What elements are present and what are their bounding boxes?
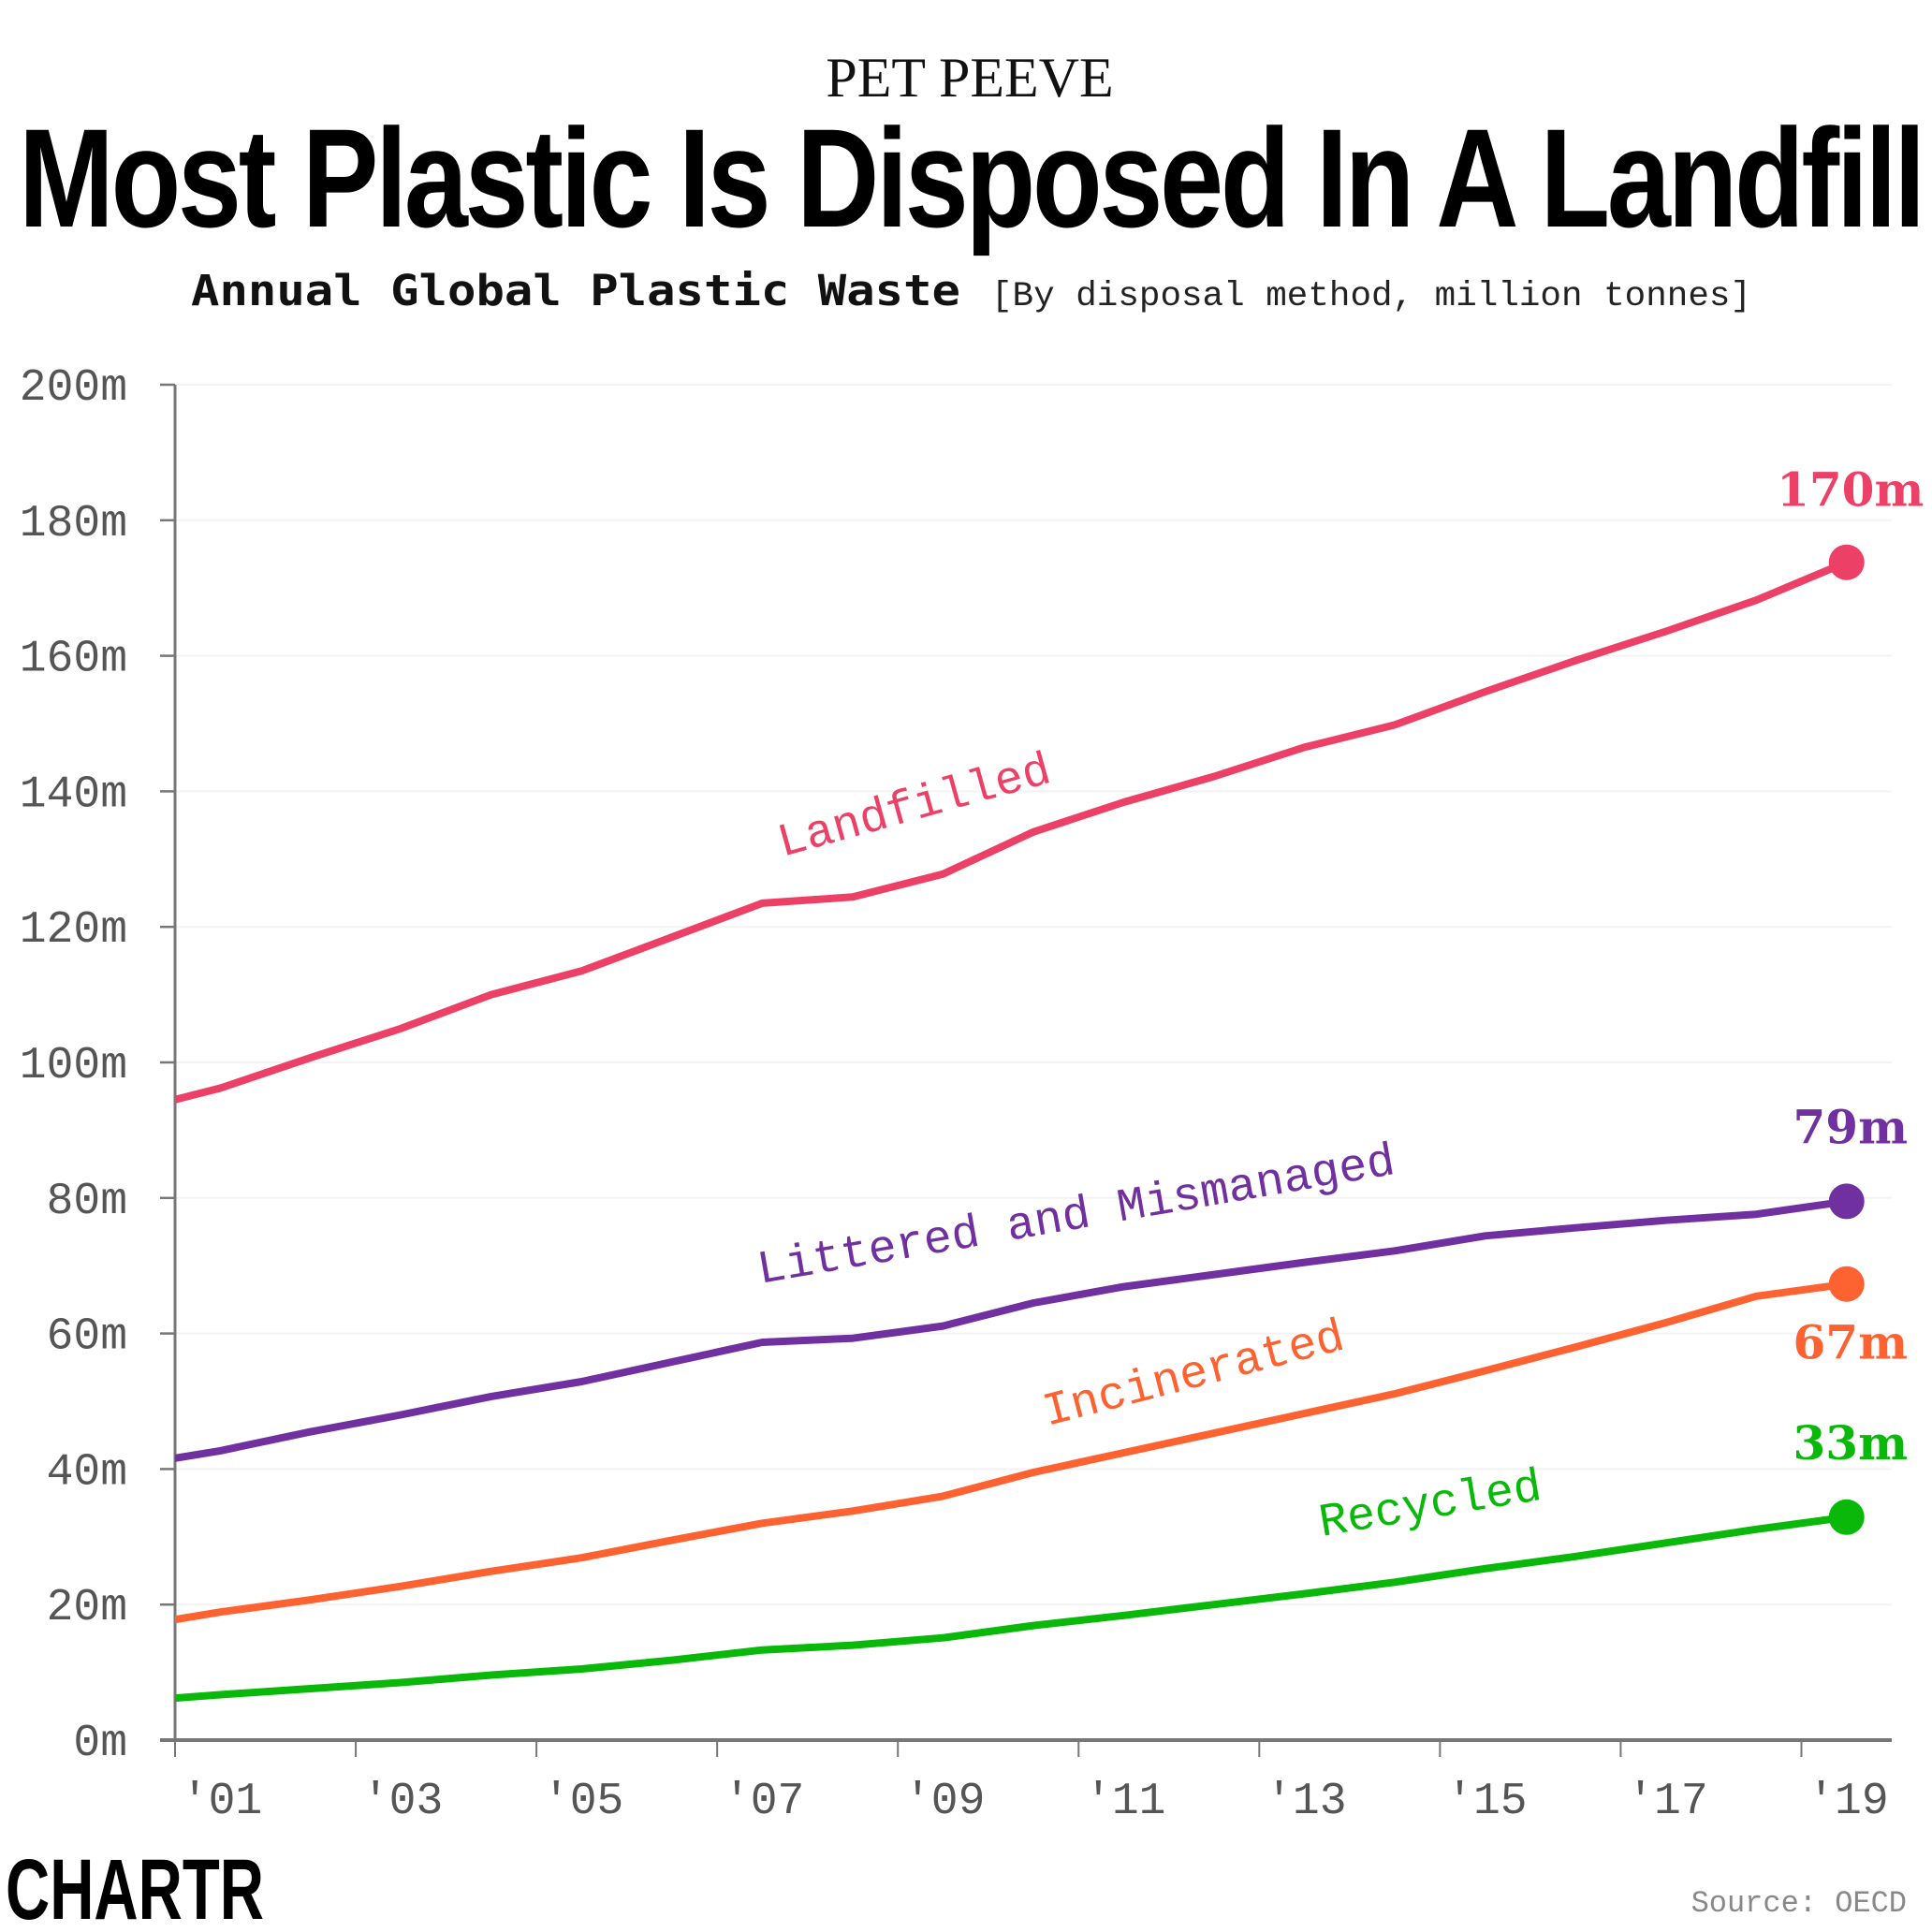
series-label: Landfilled (772, 744, 1057, 871)
series-lines (175, 559, 1849, 1703)
series-line (175, 1197, 1848, 1462)
y-tick-label: 200m (20, 363, 127, 414)
page-title: Most Plastic Is Disposed In A Landfill (19, 99, 1923, 256)
series-end-label: 79m (1793, 1099, 1908, 1154)
y-tick-label: 80m (47, 1177, 127, 1227)
chartr-logo: CHARTR (6, 1842, 264, 1932)
series-labels: Landfilled Littered and MismanagedInciner… (754, 744, 1545, 1550)
x-tick-label: '15 (1446, 1777, 1527, 1827)
series-label: Incinerated (1038, 1311, 1351, 1441)
series-end-dot (1828, 1183, 1865, 1220)
x-tick-label: '01 (182, 1777, 262, 1827)
subtitle-units: [By disposal method, million tonnes] (991, 277, 1751, 316)
series-end-label: 33m (1793, 1415, 1908, 1471)
series-end-dot (1828, 1499, 1865, 1535)
y-tick-label: 0m (73, 1719, 127, 1769)
x-tick-label: '05 (543, 1777, 623, 1827)
series-end-markers: 170m 79m 67m 33m (1777, 462, 1924, 1535)
y-axis: 0m 20m 40m 60m 80m 100m 120m 140m 160m 180m 200m (20, 363, 177, 1769)
series-end-label: 67m (1793, 1315, 1908, 1370)
x-tick-label: '07 (724, 1777, 804, 1827)
series-label: Recycled (1315, 1461, 1545, 1551)
y-tick-label: 60m (47, 1312, 127, 1363)
x-tick-label: '19 (1808, 1777, 1888, 1827)
source-note: Source: OECD (1691, 1886, 1907, 1921)
series-end-label: 170m (1777, 462, 1924, 518)
x-tick-label: '11 (1085, 1777, 1165, 1827)
y-tick-label: 120m (20, 905, 127, 956)
subtitle-main: Annual Global Plastic Waste (191, 266, 960, 315)
series-end-dot (1828, 1266, 1865, 1302)
y-tick-label: 100m (20, 1041, 127, 1091)
series-line (175, 1280, 1848, 1624)
x-tick-label: '03 (362, 1777, 443, 1827)
y-tick-label: 180m (20, 499, 127, 549)
series-label: Littered and Mismanaged (754, 1135, 1399, 1298)
y-tick-label: 40m (47, 1447, 127, 1498)
y-tick-label: 20m (47, 1583, 127, 1633)
kicker: PET PEEVE (826, 47, 1113, 109)
chart-subtitle: Annual Global Plastic Waste [By disposal… (191, 266, 1751, 316)
y-tick-label: 160m (20, 635, 127, 685)
y-tick-label: 140m (20, 769, 127, 820)
series-end-dot (1828, 544, 1865, 580)
series-line (175, 559, 1849, 1104)
x-axis: '01 '03 '05 '07 '09 '11 '13 '15 '17 '19 (160, 1738, 1892, 1827)
x-tick-label: '17 (1627, 1777, 1707, 1827)
logo-text: CHARTR (6, 1842, 264, 1932)
gridlines (175, 384, 1892, 1606)
series-line (175, 1513, 1848, 1703)
x-tick-label: '13 (1266, 1777, 1346, 1827)
x-tick-label: '09 (904, 1777, 985, 1827)
